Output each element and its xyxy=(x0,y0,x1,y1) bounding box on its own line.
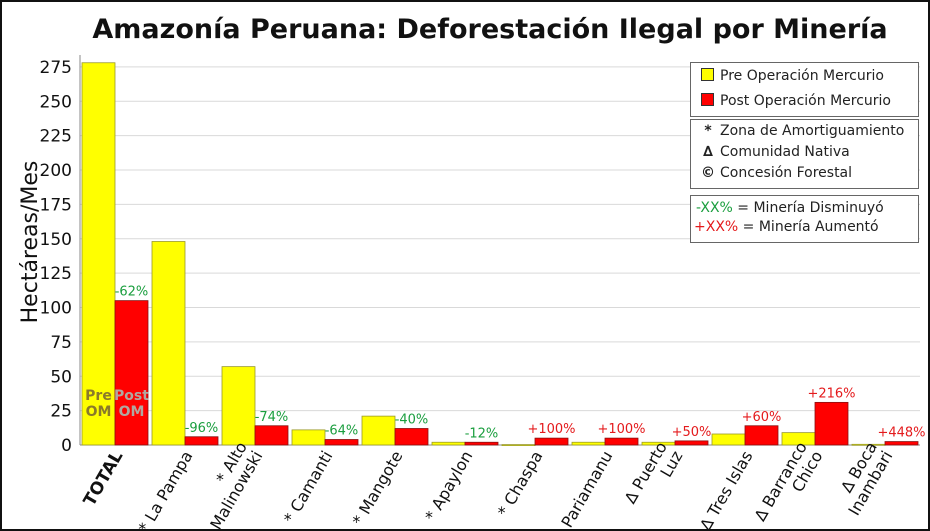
asterisk-icon: * xyxy=(704,123,712,139)
bar-label-line: Post xyxy=(114,388,149,404)
x-tick-label: * La Pampa xyxy=(134,448,196,531)
bar-post xyxy=(464,441,499,446)
change-label: +100% xyxy=(527,422,575,437)
x-tick-label: * Camanti xyxy=(280,448,337,527)
x-tick-label: * Apaylon xyxy=(421,448,476,525)
bar-label-line: Pre xyxy=(85,388,112,404)
bar-pre xyxy=(81,62,116,446)
x-tick-line: © Pariamanu xyxy=(547,448,617,531)
legend-item-amortiguamiento: * Zona de Amortiguamiento xyxy=(701,123,904,139)
legend-item-concesion: © Concesión Forestal xyxy=(701,165,852,181)
change-label: +60% xyxy=(742,410,782,425)
bar-post xyxy=(534,437,569,446)
bar-label-post: Post OM xyxy=(114,388,149,420)
copyright-icon: © xyxy=(701,165,715,181)
y-tick-label: 200 xyxy=(40,161,72,181)
bar-post xyxy=(394,428,429,446)
bar-post xyxy=(604,437,639,446)
y-tick-label: 50 xyxy=(50,367,72,387)
legend-change: -XX% = Minería Disminuyó +XX% = Minería … xyxy=(690,195,919,243)
legend-label-amortiguamiento: Zona de Amortiguamiento xyxy=(720,123,905,139)
y-tick-label: 0 xyxy=(61,436,72,456)
delta-icon: ∆ xyxy=(703,144,713,160)
bar-pre xyxy=(431,441,466,446)
y-tick-label: 225 xyxy=(40,127,72,147)
change-label: -64% xyxy=(325,424,359,439)
bar-post xyxy=(884,441,919,446)
bar-post xyxy=(114,300,149,446)
legend-item-comunidad: ∆ Comunidad Nativa xyxy=(701,144,850,160)
change-label: -12% xyxy=(465,426,499,441)
bar-post xyxy=(254,425,289,446)
bar-pre xyxy=(151,241,186,446)
bar-label-line: OM xyxy=(86,404,112,420)
x-tick-line: * Chaspa xyxy=(494,448,547,520)
legend-label-pre: Pre Operación Mercurio xyxy=(720,68,884,84)
legend-item-increase: +XX% = Minería Aumentó xyxy=(694,219,879,235)
y-tick-label: 150 xyxy=(40,230,72,250)
x-tick-label: * AltoMalinowski xyxy=(191,439,267,531)
bar-pre xyxy=(571,441,606,446)
x-tick-line: * Mangote xyxy=(349,448,407,529)
x-tick-label: ∆ PuertoLuz xyxy=(620,439,686,517)
y-tick-label: 25 xyxy=(50,402,72,422)
bar-post xyxy=(744,425,779,446)
change-label: +448% xyxy=(877,426,925,441)
legend-label-concesion: Concesión Forestal xyxy=(720,165,853,181)
legend-label-post: Post Operación Mercurio xyxy=(720,93,891,109)
x-tick-label: © Pariamanu xyxy=(547,448,617,531)
x-tick-label: * Mangote xyxy=(349,448,407,529)
y-tick-label: 250 xyxy=(40,92,72,112)
bar-pre xyxy=(501,444,536,446)
legend-label-decrease: = Minería Disminuyó xyxy=(732,200,884,216)
legend-item-post: Post Operación Mercurio xyxy=(701,93,891,109)
bar-post xyxy=(184,436,219,446)
x-tick-label: ∆ BocaInambari xyxy=(829,439,897,519)
change-label: -74% xyxy=(255,410,289,425)
bar-label-line: OM xyxy=(119,404,145,420)
change-label: -40% xyxy=(395,413,429,428)
x-tick-label: TOTAL xyxy=(80,447,128,509)
legend-symbols: * Zona de Amortiguamiento ∆ Comunidad Nati… xyxy=(690,119,919,189)
legend-swatch-pre xyxy=(701,68,714,81)
legend-item-pre: Pre Operación Mercurio xyxy=(701,68,884,84)
change-label: +50% xyxy=(672,425,712,440)
x-tick-label: ∆ BarrancoChico xyxy=(750,439,827,531)
y-tick-label: 125 xyxy=(40,264,72,284)
y-tick-label: 275 xyxy=(40,58,72,78)
change-label: +216% xyxy=(807,386,855,401)
x-tick-line: * La Pampa xyxy=(134,448,196,531)
bar-pre xyxy=(221,366,256,446)
x-tick-line: ∆ Tres Islas xyxy=(695,448,756,531)
bar-pre xyxy=(361,415,396,446)
y-tick-label: 100 xyxy=(40,299,72,319)
y-tick-label: 75 xyxy=(50,333,72,353)
bar-label-pre: Pre OM xyxy=(85,388,112,420)
bar-pre xyxy=(711,433,746,446)
legend-series: Pre Operación Mercurio Post Operación Me… xyxy=(690,62,919,117)
x-tick-label: * Chaspa xyxy=(494,448,547,520)
bar-post xyxy=(324,439,359,446)
chart-title: Amazonía Peruana: Deforestación Ilegal p… xyxy=(92,14,888,45)
decrease-marker: -XX% xyxy=(696,200,733,216)
x-tick-label: ∆ Tres Islas xyxy=(695,448,756,531)
change-label: -96% xyxy=(185,421,219,436)
change-label: +100% xyxy=(597,422,645,437)
y-tick-label: 175 xyxy=(40,195,72,215)
bar-post xyxy=(814,401,849,446)
bar-post xyxy=(674,440,709,446)
change-label: -62% xyxy=(115,285,149,300)
increase-marker: +XX% xyxy=(694,219,739,235)
legend-swatch-post xyxy=(701,93,714,106)
bar-pre xyxy=(291,429,326,446)
legend-item-decrease: -XX% = Minería Disminuyó xyxy=(696,200,884,216)
x-tick-line: * Apaylon xyxy=(421,448,476,525)
x-tick-line: TOTAL xyxy=(80,447,128,509)
legend-label-comunidad: Comunidad Nativa xyxy=(720,144,850,160)
x-tick-line: * Camanti xyxy=(280,448,337,527)
legend-label-increase: = Minería Aumentó xyxy=(738,219,879,235)
